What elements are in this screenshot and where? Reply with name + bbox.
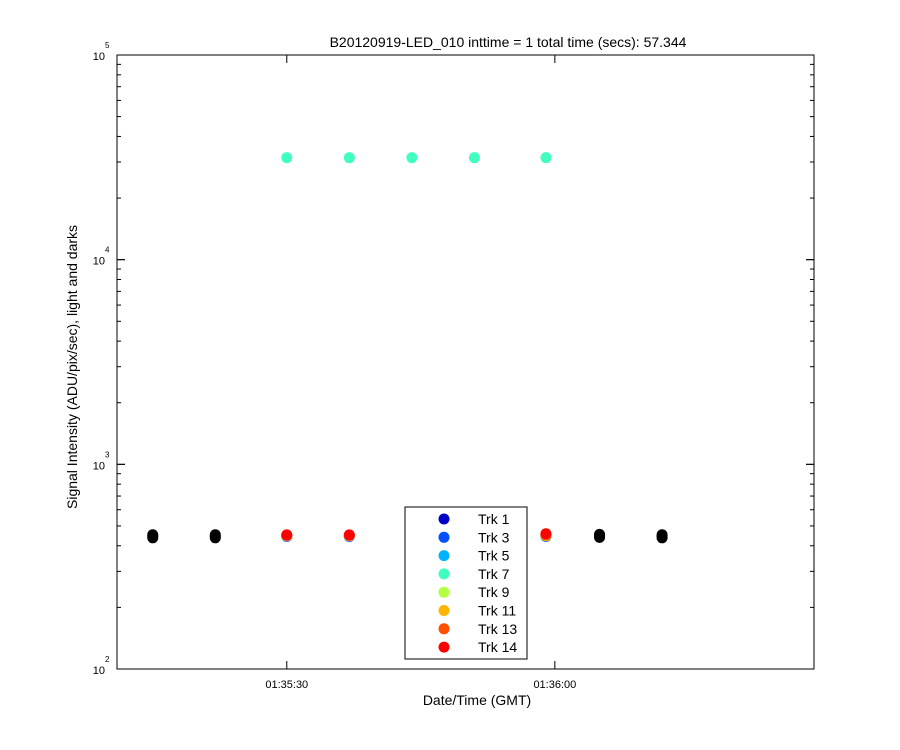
data-point (540, 528, 552, 540)
x-axis: 01:35:30 01:36:00 (265, 55, 576, 691)
y-tick-exponent: 2 (105, 655, 110, 664)
legend-marker (438, 513, 450, 525)
y-tick-label: 10 (93, 256, 105, 268)
dark-point (594, 531, 606, 543)
data-point (281, 529, 293, 541)
dark-point (209, 532, 221, 544)
y-tick-exponent: 5 (105, 41, 110, 50)
legend-label: Trk 13 (478, 621, 517, 637)
y-tick-label: 10 (93, 460, 105, 472)
y-tick-label: 10 (93, 51, 105, 63)
data-point (281, 152, 293, 164)
legend-label: Trk 14 (478, 639, 517, 655)
legend-marker (438, 550, 450, 562)
data-point (343, 152, 355, 164)
legend-marker (438, 623, 450, 635)
legend-marker (438, 605, 450, 616)
x-tick-label: 01:35:30 (265, 679, 308, 691)
legend-marker (438, 641, 450, 653)
legend-marker (438, 568, 450, 580)
dark-point (656, 532, 668, 544)
y-tick-exponent: 3 (105, 450, 110, 459)
data-point (343, 529, 355, 541)
data-point (468, 152, 480, 164)
chart-title: B20120919-LED_010 inttime = 1 total time… (330, 34, 687, 50)
y-tick-label: 10 (93, 665, 105, 677)
x-axis-label: Date/Time (GMT) (423, 692, 531, 708)
x-tick-label: 01:36:00 (533, 679, 576, 691)
y-axis-label: Signal Intensity (ADU/pix/sec), light an… (64, 225, 80, 509)
data-point (540, 152, 552, 164)
dark-point (147, 532, 159, 544)
legend: Trk 1 Trk 3 Trk 5 Trk 7 Trk 9 Trk 11 Trk 13 Trk… (404, 506, 528, 660)
legend-label: Trk 5 (478, 548, 510, 564)
legend-marker (438, 531, 450, 543)
data-point (406, 152, 418, 164)
y-tick-exponent: 4 (105, 246, 110, 255)
legend-label: Trk 9 (478, 584, 510, 600)
legend-label: Trk 1 (478, 511, 510, 527)
legend-label: Trk 11 (478, 603, 516, 619)
legend-label: Trk 3 (478, 529, 510, 545)
legend-marker (438, 586, 450, 598)
dark-points (147, 528, 668, 544)
legend-box (404, 506, 528, 660)
legend-label: Trk 7 (478, 566, 510, 582)
